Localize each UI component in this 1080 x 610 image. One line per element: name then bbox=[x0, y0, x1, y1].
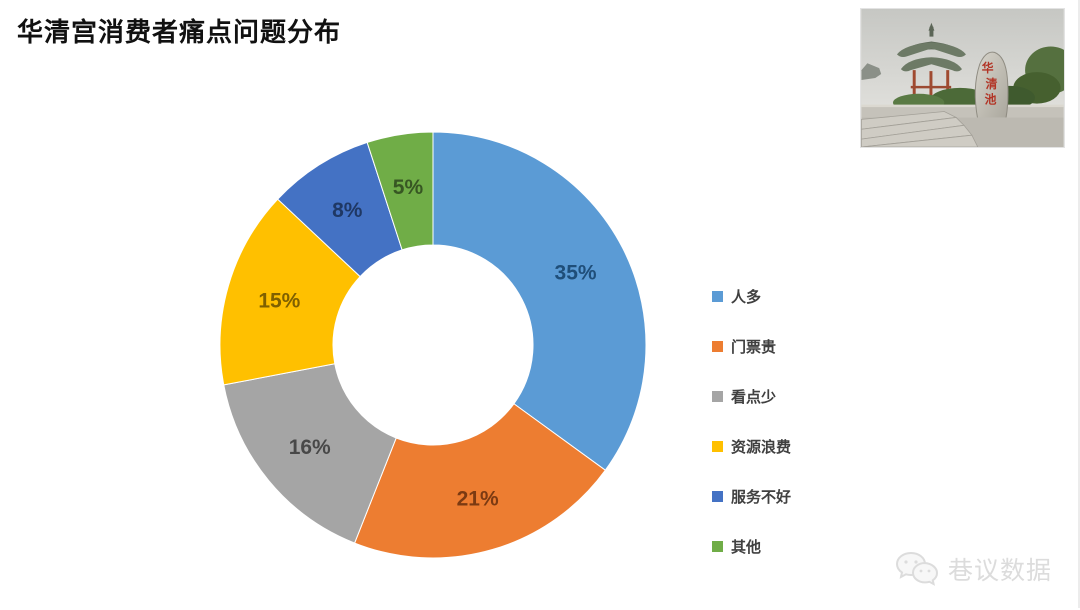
page-title: 华清宫消费者痛点问题分布 bbox=[17, 17, 342, 47]
donut-chart: 35% 21% 16% 15% 8% 5% bbox=[173, 85, 693, 605]
legend-swatch-crowded bbox=[712, 290, 723, 302]
legend-item-crowded: 人多 bbox=[712, 286, 791, 306]
legend-item-other: 其他 bbox=[712, 536, 791, 556]
slice-label-3: 15% bbox=[258, 289, 300, 312]
legend-item-resource-waste: 资源浪费 bbox=[712, 436, 791, 456]
chart-legend: 人多 门票贵 看点少 资源浪费 服务不好 其他 bbox=[712, 286, 791, 586]
legend-swatch-few-attractions bbox=[712, 390, 723, 402]
donut-slice-0 bbox=[432, 131, 647, 471]
photo-steps bbox=[861, 111, 979, 147]
watermark: 巷议数据 bbox=[894, 550, 1052, 588]
legend-swatch-expensive-ticket bbox=[712, 340, 723, 352]
photo-pavilion bbox=[896, 22, 966, 104]
legend-swatch-other bbox=[712, 540, 723, 552]
legend-swatch-resource-waste bbox=[712, 440, 723, 452]
legend-item-few-attractions: 看点少 bbox=[712, 386, 791, 406]
photo-distant-roof bbox=[861, 63, 882, 80]
legend-swatch-bad-service bbox=[712, 490, 723, 502]
legend-label-bad-service: 服务不好 bbox=[731, 488, 792, 506]
legend-item-bad-service: 服务不好 bbox=[712, 486, 791, 506]
slice-label-0: 35% bbox=[555, 261, 597, 284]
legend-label-few-attractions: 看点少 bbox=[731, 388, 777, 406]
legend-label-expensive-ticket: 门票贵 bbox=[731, 338, 777, 356]
donut-slice-2 bbox=[223, 363, 397, 544]
wechat-icon bbox=[895, 551, 938, 586]
stone-char: 华 bbox=[982, 61, 994, 75]
slice-label-2: 16% bbox=[289, 436, 331, 459]
photo-wall bbox=[861, 105, 1064, 118]
legend-label-crowded: 人多 bbox=[731, 288, 762, 306]
donut-slice-3 bbox=[219, 198, 361, 386]
legend-label-resource-waste: 资源浪费 bbox=[731, 438, 792, 456]
slice-label-5: 5% bbox=[393, 176, 424, 199]
donut-slice-5 bbox=[366, 131, 434, 251]
photo-wall-edge bbox=[861, 104, 1064, 108]
slice-label-1: 21% bbox=[457, 488, 499, 511]
donut-slice-1 bbox=[353, 403, 607, 559]
huaqing-pool-photo: 华 清 池 bbox=[860, 8, 1065, 148]
stone-char: 池 bbox=[985, 93, 997, 107]
stone-char: 清 bbox=[986, 77, 998, 91]
slice-label-4: 8% bbox=[332, 199, 363, 222]
legend-item-expensive-ticket: 门票贵 bbox=[712, 336, 791, 356]
huaqing-pool-photo-illustration: 华 清 池 bbox=[861, 9, 1064, 147]
watermark-text: 巷议数据 bbox=[947, 557, 1052, 585]
legend-label-other: 其他 bbox=[731, 538, 762, 556]
donut-chart-svg: 35% 21% 16% 15% 8% 5% bbox=[219, 131, 647, 559]
